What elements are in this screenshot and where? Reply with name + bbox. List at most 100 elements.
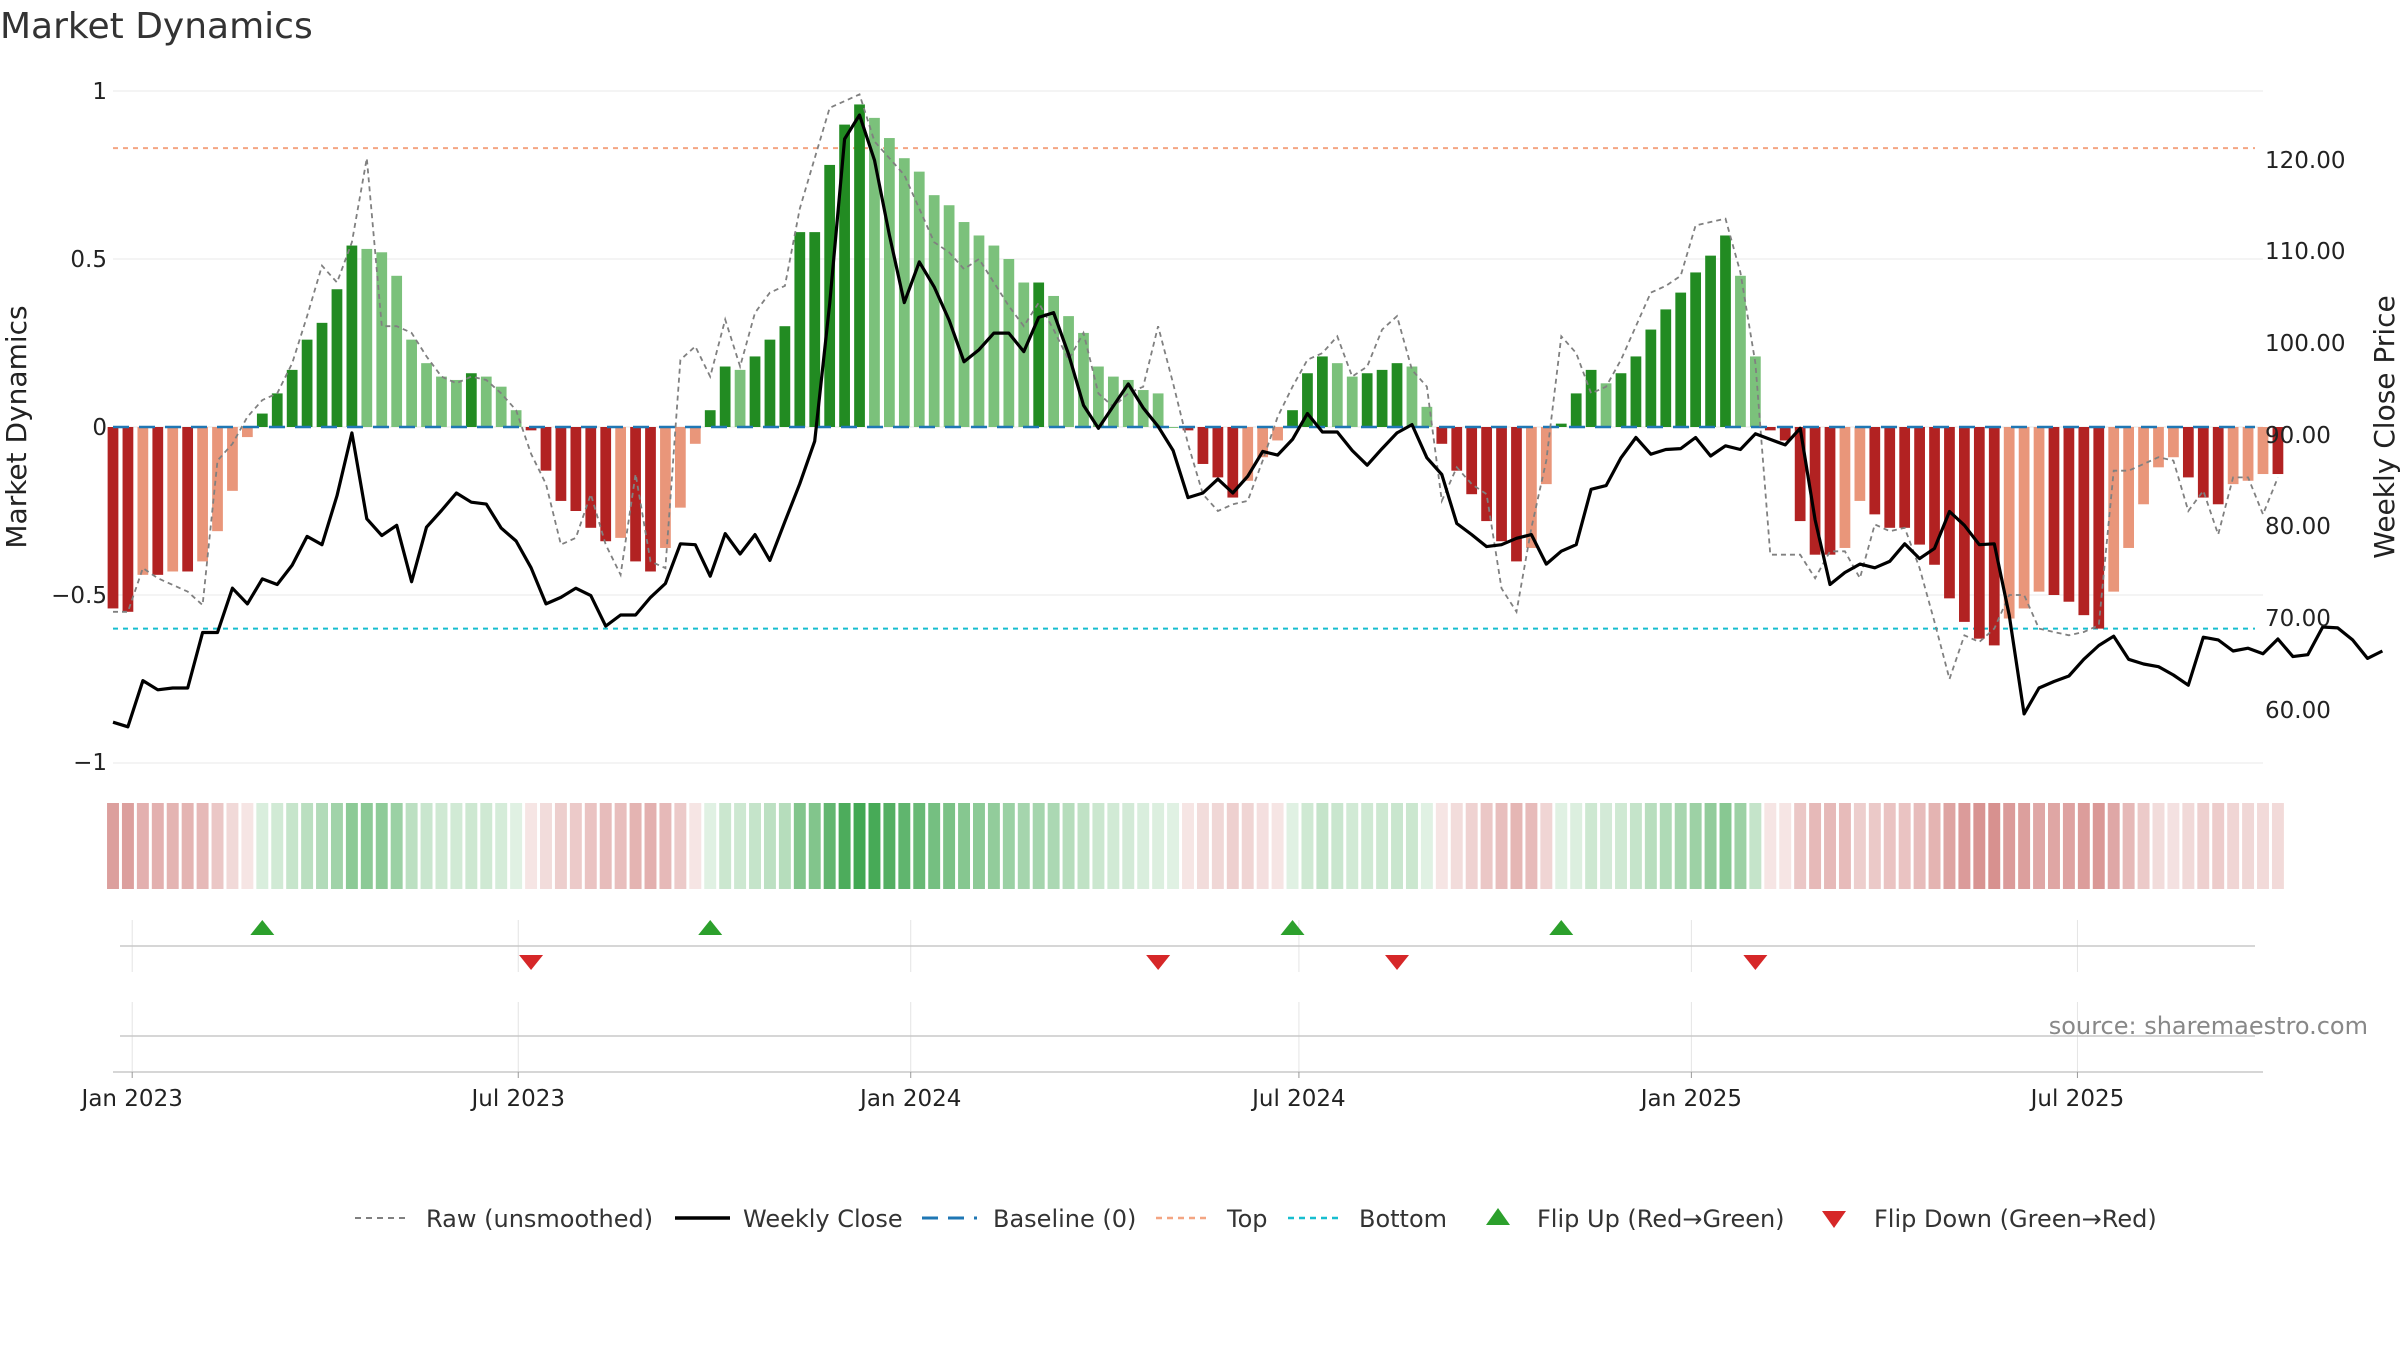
dynamics-bar	[376, 252, 388, 427]
dynamics-bar	[1212, 427, 1224, 478]
dynamics-bar	[973, 235, 985, 427]
x-tick-label: Jul 2025	[2029, 1086, 2125, 1112]
dynamics-bar	[1585, 369, 1597, 427]
dynamics-bar	[928, 195, 940, 427]
y2-tick-label: 120.00	[2265, 148, 2345, 174]
heatmap-cell	[719, 803, 732, 889]
dynamics-bar	[1272, 427, 1283, 441]
dynamics-bar	[854, 104, 865, 427]
dynamics-bar	[734, 369, 746, 427]
dynamics-bar	[2257, 427, 2269, 475]
legend-label: Top	[1226, 1205, 1268, 1233]
y2-axis-label: Weekly Close Price	[2368, 295, 2400, 558]
dynamics-bar	[689, 427, 701, 444]
heatmap-cell	[1032, 803, 1045, 889]
heatmap-cell	[793, 803, 806, 889]
heatmap-cell	[525, 803, 538, 889]
heatmap-cell	[375, 803, 388, 889]
dynamics-bar	[1570, 393, 1582, 427]
heatmap-cell	[734, 803, 747, 889]
dynamics-bar	[674, 427, 686, 508]
dynamics-heatmap-strip	[107, 803, 2284, 889]
heatmap-cell	[1644, 803, 1657, 889]
dynamics-bar	[1540, 427, 1552, 485]
heatmap-cell	[1943, 803, 1956, 889]
dynamics-bar	[346, 245, 358, 427]
heatmap-cell	[2062, 803, 2075, 889]
heatmap-cell	[450, 803, 463, 889]
heatmap-cell	[1615, 803, 1627, 889]
heatmap-cell	[1346, 803, 1359, 889]
flip-up-marker	[1549, 920, 1574, 935]
dynamics-bar	[1466, 427, 1478, 495]
dynamics-bar	[1361, 373, 1373, 427]
y2-tick-label: 110.00	[2265, 239, 2345, 265]
source-label: source: sharemaestro.com	[2049, 1012, 2368, 1040]
heatmap-cell	[1196, 803, 1209, 889]
heatmap-cell	[330, 803, 343, 889]
dynamics-bar	[913, 171, 925, 427]
heatmap-cell	[883, 803, 896, 889]
heatmap-cell	[1450, 803, 1463, 889]
dynamics-bar	[2212, 427, 2224, 505]
dynamics-bar	[1481, 427, 1492, 522]
dynamics-bar	[1167, 427, 1179, 428]
dynamics-bar	[1794, 427, 1806, 522]
heatmap-cell	[973, 803, 985, 889]
dynamics-bar	[749, 356, 761, 427]
heatmap-cell	[763, 803, 776, 889]
heatmap-cell	[749, 803, 761, 889]
dynamics-bar	[316, 322, 328, 427]
dynamics-bar	[585, 427, 597, 528]
legend-label: Weekly Close	[743, 1205, 903, 1233]
y-axis-label: Market Dynamics	[0, 305, 33, 548]
heatmap-cell	[1211, 803, 1224, 889]
heatmap-cell	[614, 803, 627, 889]
heatmap-cell	[1674, 803, 1687, 889]
dynamics-bar	[869, 117, 880, 427]
dynamics-bar	[421, 363, 432, 427]
dynamics-bar	[1152, 393, 1164, 427]
dynamics-bar	[1421, 406, 1433, 427]
dynamics-bar	[1451, 427, 1463, 471]
dynamics-bar	[107, 427, 119, 609]
dynamics-bar	[1406, 366, 1418, 427]
heatmap-cell	[2107, 803, 2120, 889]
heatmap-cell	[226, 803, 239, 889]
dynamics-bar	[1749, 356, 1761, 427]
y-axis-left: 1 0.5 0 −0.5 −1 Market Dynamics	[0, 79, 107, 776]
dynamics-bar	[1302, 373, 1313, 427]
dynamics-bar	[1227, 427, 1239, 498]
dynamics-bar	[1690, 272, 1702, 427]
heatmap-cell	[151, 803, 164, 889]
heatmap-cell	[2257, 803, 2269, 889]
heatmap-cell	[1047, 803, 1060, 889]
flip-up-marker	[1280, 920, 1305, 935]
heatmap-cell	[659, 803, 672, 889]
dynamics-bar	[1600, 383, 1612, 427]
x-tick-label: Jan 2025	[1639, 1086, 1742, 1112]
legend-label: Baseline (0)	[993, 1205, 1136, 1233]
heatmap-cell	[465, 803, 478, 889]
dynamics-bar	[1854, 427, 1866, 501]
heatmap-cell	[584, 803, 597, 889]
heatmap-cell	[808, 803, 821, 889]
dynamics-bar	[1197, 427, 1209, 464]
dynamics-bar	[898, 158, 910, 427]
dynamics-bar	[600, 427, 612, 542]
heatmap-cell	[2227, 803, 2240, 889]
dynamics-bar	[1376, 369, 1388, 427]
heatmap-cell	[1958, 803, 1971, 889]
heatmap-cell	[1988, 803, 2001, 889]
heatmap-cell	[1361, 803, 1374, 889]
heatmap-cell	[345, 803, 358, 889]
legend-label: Flip Up (Red→Green)	[1537, 1205, 1785, 1233]
dynamics-bar	[719, 366, 731, 427]
legend-flip-up-icon	[1486, 1208, 1510, 1225]
heatmap-cell	[1928, 803, 1941, 889]
dynamics-bar	[764, 339, 776, 427]
flip-down-marker	[1743, 955, 1768, 970]
raw-unsmoothed-line	[113, 93, 2279, 683]
dynamics-bar	[2108, 427, 2120, 592]
